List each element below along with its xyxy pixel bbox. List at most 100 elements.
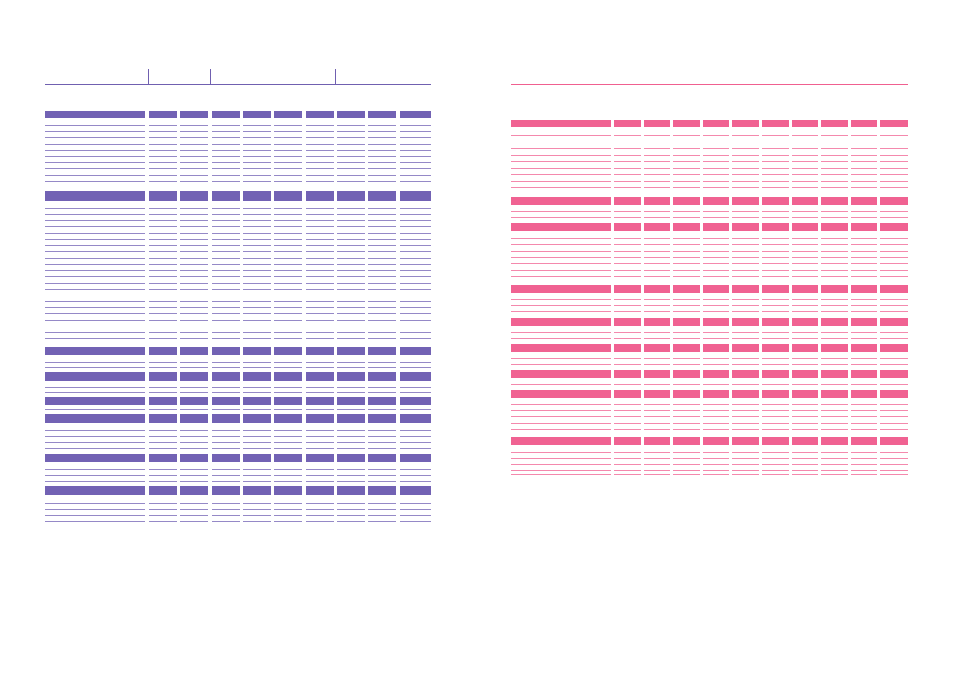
header-band [306,397,334,405]
header-band [180,111,208,118]
header-band [212,486,240,495]
header-band [337,191,365,201]
header-band [180,347,208,355]
header-band [703,197,729,205]
header-band [511,370,611,378]
header-band [180,486,208,495]
header-band [880,344,908,352]
header-band [45,414,145,423]
right-table [511,120,908,475]
header-band [306,414,334,423]
header-band [851,285,877,293]
header-band [644,437,670,445]
header-band [243,347,271,355]
header-band [614,437,641,445]
header-band [337,454,365,462]
header-band [762,285,789,293]
header-band [851,318,877,326]
header-band [880,120,908,127]
header-band [673,390,700,398]
header-band [400,454,431,462]
header-band [45,486,145,495]
header-band [703,285,729,293]
header-band [243,414,271,423]
header-band [149,454,177,462]
header-band [368,347,396,355]
header-band [644,318,670,326]
header-band [368,414,396,423]
header-band [306,347,334,355]
header-band [732,370,759,378]
header-band [821,223,848,231]
header-band [180,397,208,405]
header-band [180,191,208,201]
header-band [732,285,759,293]
header-band [212,414,240,423]
header-band [614,318,641,326]
header-band [368,191,396,201]
header-band [45,454,145,462]
header-band [792,120,818,127]
header-band [644,370,670,378]
header-band [762,370,789,378]
header-band [614,197,641,205]
header-band [851,120,877,127]
header-band [792,344,818,352]
header-band [673,318,700,326]
header-band [851,197,877,205]
header-band [400,111,431,118]
header-band [821,285,848,293]
header-band [149,111,177,118]
header-band [306,111,334,118]
header-band [149,347,177,355]
header-band [673,285,700,293]
header-band [400,486,431,495]
header-band [243,191,271,201]
header-band [762,390,789,398]
header-band [821,197,848,205]
header-band [880,390,908,398]
header-band [762,344,789,352]
header-band [614,370,641,378]
header-band [306,372,334,381]
header-band [306,454,334,462]
header-band [511,285,611,293]
header-band [274,111,302,118]
header-band [614,285,641,293]
header-band [306,486,334,495]
header-band [243,372,271,381]
header-band [673,197,700,205]
header-band [792,197,818,205]
header-band [880,197,908,205]
header-band [762,437,789,445]
header-band [149,191,177,201]
header-band [614,390,641,398]
header-band [703,344,729,352]
header-band [511,390,611,398]
header-band [149,397,177,405]
header-band [212,397,240,405]
header-band [212,454,240,462]
header-band [511,120,611,127]
header-band [880,318,908,326]
header-band [511,437,611,445]
header-band [274,347,302,355]
header-band [673,120,700,127]
header-band [703,223,729,231]
header-band [400,414,431,423]
header-band [644,285,670,293]
header-band [511,223,611,231]
header-band [274,486,302,495]
header-band [821,318,848,326]
header-band [673,223,700,231]
header-band [212,372,240,381]
header-band [274,372,302,381]
header-band [274,454,302,462]
header-band [45,111,145,118]
header-band [149,486,177,495]
header-band [212,191,240,201]
header-band [400,347,431,355]
header-band [614,223,641,231]
header-band [243,486,271,495]
